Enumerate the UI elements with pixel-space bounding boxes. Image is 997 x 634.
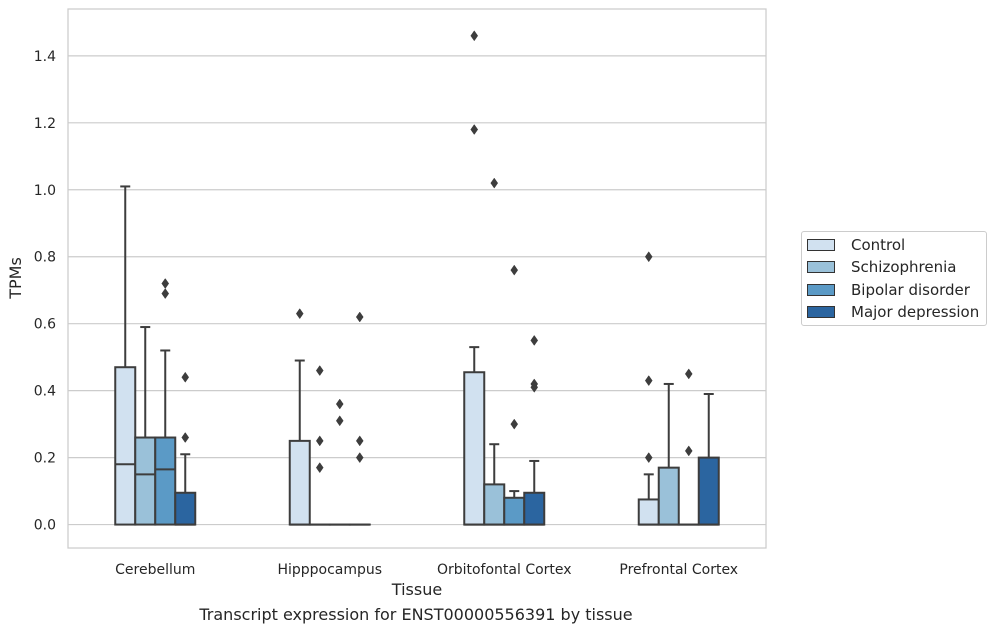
outlier-point: [644, 251, 653, 263]
y-axis-label: TPMs: [6, 257, 25, 300]
legend-item-bipolar-disorder: Bipolar disorder: [807, 280, 970, 300]
outlier-point: [161, 288, 170, 300]
legend: Control Schizophrenia Bipolar disorder M…: [801, 231, 987, 326]
x-axis-label: Tissue: [391, 580, 442, 599]
x-tick-label: Hipppocampus: [277, 562, 382, 578]
box-body: [174, 491, 197, 526]
outlier-point: [355, 311, 364, 323]
box-body: [114, 366, 137, 526]
outlier-point: [644, 375, 653, 387]
legend-swatch-bipolar-disorder: [807, 284, 835, 296]
box-bipolar-disorder-orbitofontal-cortex: [503, 264, 526, 526]
chart-caption: Transcript expression for ENST0000055639…: [199, 605, 633, 624]
outlier-point: [510, 264, 519, 276]
outlier-point: [510, 418, 519, 430]
legend-swatch-schizophrenia: [807, 261, 835, 273]
box-schizophrenia-prefrontal-cortex: [657, 382, 680, 526]
legend-label-control: Control: [851, 236, 906, 254]
outlier-point: [161, 278, 170, 289]
legend-item-major-depression: Major depression: [807, 302, 979, 322]
y-tick-label: 0.6: [34, 317, 56, 333]
box-body: [134, 436, 157, 526]
legend-swatch-major-depression: [807, 306, 835, 318]
box-bipolar-disorder-prefrontal-cortex: [677, 368, 700, 526]
legend-item-control: Control: [807, 235, 905, 255]
y-tick-label: 1.0: [34, 183, 56, 199]
box-body: [523, 491, 546, 526]
legend-item-schizophrenia: Schizophrenia: [807, 257, 956, 277]
box-body: [463, 371, 486, 526]
box-body: [483, 483, 506, 526]
x-tick-label: Prefrontal Cortex: [619, 562, 738, 578]
x-tick-label: Cerebellum: [115, 562, 195, 578]
box-schizophrenia-orbitofontal-cortex: [483, 177, 506, 526]
box-body: [288, 439, 311, 526]
outlier-point: [181, 432, 190, 443]
box-body: [154, 436, 177, 526]
outlier-point: [181, 371, 190, 383]
box-schizophrenia-hipppocampus: [308, 365, 331, 526]
legend-label-schizophrenia: Schizophrenia: [851, 258, 957, 276]
box-control-prefrontal-cortex: [637, 251, 660, 526]
box-major-depression-cerebellum: [174, 371, 197, 526]
legend-swatch-control: [807, 239, 835, 251]
box-major-depression-orbitofontal-cortex: [523, 334, 546, 526]
outlier-point: [355, 452, 364, 464]
y-tick-label: 0.2: [34, 451, 56, 467]
outlier-point: [335, 415, 344, 427]
box-major-depression-hipppocampus: [348, 311, 371, 526]
outlier-point: [295, 308, 304, 320]
x-tick-label: Orbitofontal Cortex: [437, 562, 572, 578]
box-layer: [114, 30, 720, 526]
outlier-point: [355, 435, 364, 447]
outlier-point: [644, 452, 653, 464]
box-body: [637, 498, 660, 526]
box-body: [697, 456, 720, 526]
outlier-point: [530, 381, 539, 393]
box-plot: 0.0 0.2 0.4 0.6 0.8 1.0 1.2 1.4 Cerebellum Hippp…: [6, 8, 767, 599]
outlier-point: [315, 462, 324, 474]
outlier-point: [684, 368, 693, 380]
y-tick-label: 1.4: [34, 49, 56, 65]
y-tick-labels: 0.0 0.2 0.4 0.6 0.8 1.0 1.2 1.4: [34, 49, 56, 534]
x-tick-labels: Cerebellum Hipppocampus Orbitofontal Corte…: [115, 562, 738, 578]
y-tick-label: 0.8: [34, 250, 56, 266]
plot-frame: [67, 8, 767, 549]
box-bipolar-disorder-cerebellum: [154, 278, 177, 526]
box-control-hipppocampus: [288, 308, 311, 526]
box-major-depression-prefrontal-cortex: [697, 393, 720, 526]
outlier-point: [490, 177, 499, 189]
box-body: [503, 496, 526, 526]
box-bipolar-disorder-hipppocampus: [328, 398, 351, 526]
outlier-point: [335, 398, 344, 410]
y-tick-label: 0.4: [34, 384, 56, 400]
outlier-point: [530, 334, 539, 346]
box-body: [657, 466, 680, 526]
y-tick-label: 0.0: [34, 518, 56, 534]
y-tick-label: 1.2: [34, 116, 56, 132]
box-control-orbitofontal-cortex: [463, 30, 486, 526]
legend-label-major-depression: Major depression: [851, 303, 980, 321]
legend-label-bipolar-disorder: Bipolar disorder: [851, 281, 970, 299]
outlier-point: [470, 30, 479, 42]
outlier-point: [315, 365, 324, 377]
box-control-cerebellum: [114, 185, 137, 526]
box-schizophrenia-cerebellum: [134, 326, 157, 526]
outlier-point: [315, 435, 324, 447]
outlier-point: [470, 124, 479, 135]
outlier-point: [684, 445, 693, 457]
